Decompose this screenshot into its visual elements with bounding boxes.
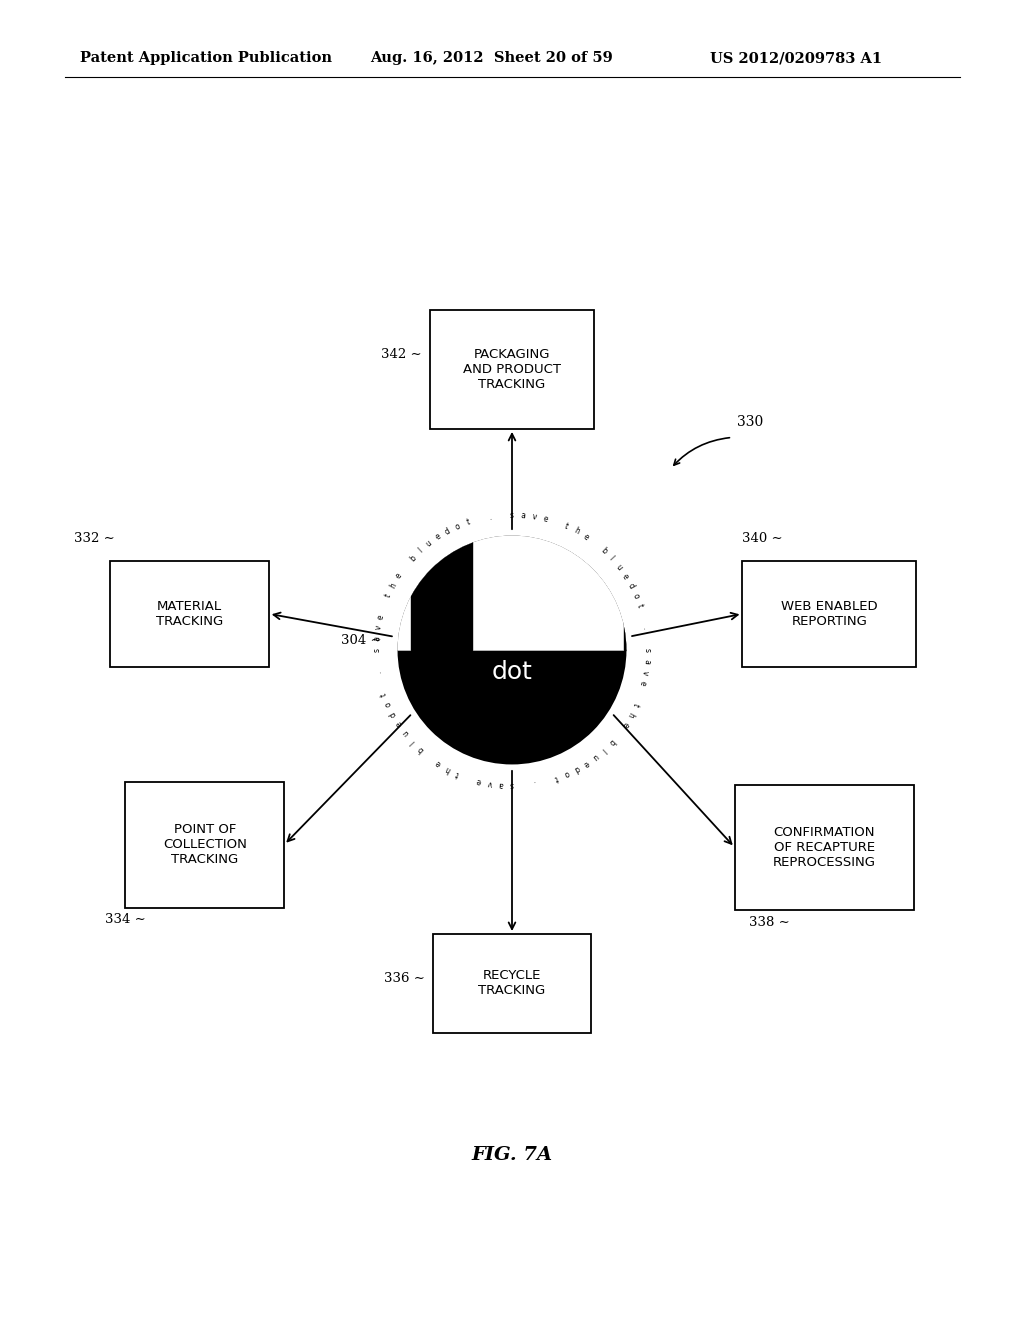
Text: e: e (620, 572, 630, 581)
Text: d: d (388, 710, 398, 718)
Text: a: a (373, 636, 382, 642)
Bar (625, 539, 686, 649)
Text: v: v (531, 512, 538, 521)
Text: d: d (572, 763, 581, 774)
Text: a: a (520, 511, 526, 520)
Text: o: o (454, 521, 462, 532)
Text: FIG. 7A: FIG. 7A (471, 1146, 553, 1164)
Text: RECYCLE
TRACKING: RECYCLE TRACKING (478, 969, 546, 998)
FancyBboxPatch shape (432, 935, 592, 1032)
Text: e: e (542, 515, 549, 524)
Text: e: e (394, 719, 404, 729)
Text: l: l (417, 546, 424, 554)
Text: b: b (606, 737, 616, 746)
Text: a: a (498, 780, 504, 789)
Text: d: d (443, 527, 452, 536)
FancyBboxPatch shape (735, 784, 914, 911)
Text: b: b (599, 545, 608, 556)
Text: u: u (590, 751, 600, 762)
Text: o: o (383, 701, 393, 708)
Text: 334 ∼: 334 ∼ (104, 913, 145, 927)
Text: e: e (434, 532, 442, 543)
FancyBboxPatch shape (430, 310, 594, 429)
Text: .: . (374, 671, 383, 675)
Text: o: o (631, 591, 641, 599)
Text: u: u (613, 562, 624, 572)
Text: e: e (434, 758, 442, 768)
Text: v: v (374, 624, 384, 631)
Text: a: a (642, 659, 651, 664)
Text: t: t (384, 593, 393, 599)
FancyBboxPatch shape (126, 781, 285, 908)
Text: s: s (373, 648, 382, 652)
Text: 340 ∼: 340 ∼ (741, 532, 782, 545)
Text: t: t (563, 521, 569, 531)
Text: t: t (465, 517, 471, 527)
Text: v: v (640, 669, 650, 676)
Text: l: l (409, 738, 417, 746)
FancyBboxPatch shape (111, 561, 268, 667)
Text: e: e (582, 532, 590, 543)
Text: e: e (376, 614, 386, 620)
Text: WEB ENABLED
REPORTING: WEB ENABLED REPORTING (781, 599, 878, 628)
Text: d: d (626, 582, 636, 590)
Text: e: e (394, 572, 404, 581)
Text: u: u (424, 539, 434, 549)
Bar (411, 539, 472, 649)
Text: b: b (416, 744, 425, 754)
Text: t: t (455, 768, 461, 779)
Text: v: v (486, 779, 493, 788)
Text: Patent Application Publication: Patent Application Publication (80, 51, 332, 65)
FancyBboxPatch shape (742, 561, 916, 667)
Text: e: e (582, 758, 590, 768)
Text: .: . (641, 626, 650, 630)
Text: u: u (400, 729, 411, 738)
Text: .: . (532, 779, 537, 788)
Bar (767, 539, 952, 649)
Text: blue: blue (478, 614, 546, 642)
Text: CONFIRMATION
OF RECAPTURE
REPROCESSING: CONFIRMATION OF RECAPTURE REPROCESSING (773, 826, 876, 869)
Text: Aug. 16, 2012  Sheet 20 of 59: Aug. 16, 2012 Sheet 20 of 59 (370, 51, 612, 65)
Text: b: b (408, 553, 418, 564)
Circle shape (394, 532, 630, 768)
Text: t: t (553, 774, 559, 783)
Text: 336 ∼: 336 ∼ (384, 972, 425, 985)
Text: US 2012/0209783 A1: US 2012/0209783 A1 (710, 51, 882, 65)
Text: 332 ∼: 332 ∼ (75, 532, 115, 545)
Text: 330: 330 (737, 416, 764, 429)
Text: 342 ∼: 342 ∼ (382, 348, 422, 362)
Text: e: e (620, 719, 630, 729)
Text: e: e (638, 680, 648, 686)
Text: .: . (487, 512, 492, 521)
Text: s: s (510, 511, 514, 520)
Text: t: t (380, 690, 389, 697)
Wedge shape (397, 536, 627, 649)
Text: t: t (635, 603, 644, 609)
Text: h: h (443, 763, 452, 774)
Text: PACKAGING
AND PRODUCT
TRACKING: PACKAGING AND PRODUCT TRACKING (463, 348, 561, 391)
Text: h: h (626, 710, 636, 718)
Text: MATERIAL
TRACKING: MATERIAL TRACKING (156, 599, 223, 628)
Text: t: t (631, 701, 640, 708)
Text: l: l (600, 746, 607, 754)
Text: e: e (475, 776, 482, 785)
Text: s: s (510, 780, 514, 789)
Text: dot: dot (492, 660, 532, 684)
Text: 338 ∼: 338 ∼ (749, 916, 790, 929)
Text: s: s (642, 648, 651, 652)
Text: o: o (562, 768, 570, 779)
Text: POINT OF
COLLECTION
TRACKING: POINT OF COLLECTION TRACKING (163, 824, 247, 866)
Text: h: h (572, 527, 581, 536)
Text: l: l (607, 554, 615, 562)
Text: 304 ∼: 304 ∼ (341, 634, 382, 647)
Text: h: h (388, 582, 398, 590)
